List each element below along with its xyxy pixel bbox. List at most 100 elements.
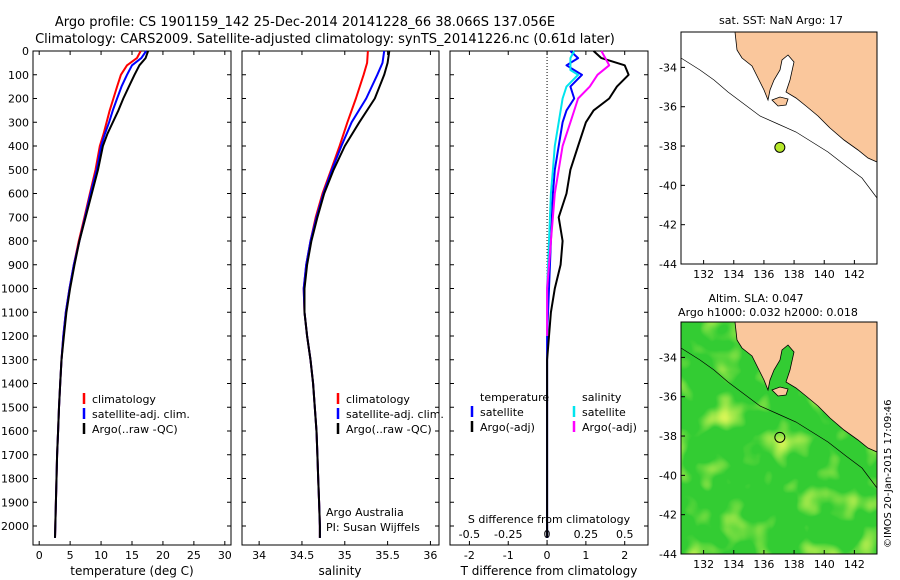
- legend-label-satellite: satellite-adj. clim.: [92, 408, 190, 421]
- sst-map-frame: [680, 31, 878, 265]
- difference-top-xlabel: S difference from climatology: [468, 513, 631, 526]
- figure-title-line1: Argo profile: CS 1901159_142 25-Dec-2014…: [55, 15, 555, 30]
- map-lon-tick-label: 134: [723, 558, 744, 571]
- series-line-argo-raw-qc-: [303, 50, 391, 538]
- series-line-argo-raw-qc-: [54, 50, 150, 538]
- map-lat-tick-label: -36: [659, 101, 677, 114]
- s-difference-tick-label: 0.25: [574, 528, 599, 541]
- s-difference-tick-label: -0.25: [494, 528, 522, 541]
- salinity-xlabel: salinity: [318, 564, 361, 578]
- depth-tick-label: 600: [8, 188, 29, 201]
- sla-map: 132 134 136 138 140 142 -34 -36 -38 -40 -42 -44: [659, 321, 878, 571]
- map-lat-tick-label: -40: [659, 469, 677, 482]
- s-difference-tick-label: 0.5: [616, 528, 634, 541]
- sla-map-title-line2: Argo h1000: 0.032 h2000: 0.018: [678, 306, 858, 319]
- figure-title-line2: Climatology: CARS2009. Satellite-adjuste…: [35, 32, 615, 47]
- depth-tick-label: 1300: [1, 354, 29, 367]
- temperature-panel-frame: [32, 50, 232, 546]
- s-difference-tick-label: -0.5: [459, 528, 480, 541]
- x-tick-label: 25: [187, 549, 201, 562]
- map-lat-tick-label: -38: [659, 430, 677, 443]
- sst-argo-position-marker: [774, 141, 786, 153]
- series-line-temperature-satellite: [546, 50, 583, 538]
- salinity-x-axis: 34 34.5 35 35.5 36: [252, 51, 437, 562]
- series-line-satellite-adj-clim-: [302, 50, 386, 538]
- x-tick-label: 35.5: [375, 549, 400, 562]
- annotation-argo-australia: Argo Australia: [326, 506, 404, 519]
- depth-tick-label: 1400: [1, 378, 29, 391]
- x-tick-label: 20: [156, 549, 170, 562]
- depth-tick-label: 0: [22, 45, 29, 58]
- map-lat-tick-label: -42: [659, 509, 677, 522]
- map-lon-tick-label: 140: [814, 558, 835, 571]
- temperature-legend: climatology satellite-adj. clim. Argo(..…: [82, 393, 190, 436]
- map-lon-tick-label: 136: [753, 268, 774, 281]
- sst-map: 132 134 136 138 140 142 -34 -36 -38 -40 -42 -44: [659, 31, 878, 281]
- legend-heading-salinity: salinity: [582, 391, 622, 404]
- legend-label-temp-satellite: satellite: [480, 406, 524, 419]
- x-tick-label: 36: [423, 549, 437, 562]
- legend-label-temp-argo: Argo(-adj): [480, 421, 535, 434]
- map-lon-tick-label: 142: [844, 558, 865, 571]
- depth-tick-label: 2000: [1, 520, 29, 533]
- x-tick-label: 1: [582, 549, 589, 562]
- legend-label-argo: Argo(..raw -QC): [92, 423, 178, 436]
- x-tick-label: 2: [621, 549, 628, 562]
- depth-tick-label: 400: [8, 140, 29, 153]
- legend-heading-temperature: temperature: [480, 391, 549, 404]
- depth-tick-label: 500: [8, 164, 29, 177]
- depth-tick-label: 1900: [1, 496, 29, 509]
- salinity-legend: climatology satellite-adj. clim. Argo(..…: [336, 393, 444, 436]
- difference-legend: temperature satellite Argo(-adj) salinit…: [470, 391, 637, 434]
- map-lat-tick-label: -36: [659, 391, 677, 404]
- series-line-temperature-argo-adj-: [546, 50, 630, 538]
- annotation-pi: PI: Susan Wijffels: [326, 521, 420, 534]
- map-lon-tick-label: 136: [753, 558, 774, 571]
- map-lat-tick-label: -38: [659, 140, 677, 153]
- x-tick-label: 30: [218, 549, 232, 562]
- legend-label-sal-satellite: satellite: [582, 406, 626, 419]
- sla-map-frame: [680, 321, 878, 555]
- difference-xlabel: T difference from climatology: [460, 564, 638, 578]
- series-line-salinity-argo-adj-: [546, 50, 611, 336]
- depth-tick-label: 1100: [1, 306, 29, 319]
- sla-map-title-line1: Altim. SLA: 0.047: [708, 292, 803, 305]
- sla-map-shelf-contour: [681, 347, 877, 489]
- x-tick-label: 0: [544, 549, 551, 562]
- salinity-series: [302, 50, 391, 538]
- sla-map-axes: 132 134 136 138 140 142 -34 -36 -38 -40 -42 -44: [659, 351, 865, 571]
- legend-label-sal-argo: Argo(-adj): [582, 421, 637, 434]
- depth-tick-label: 700: [8, 211, 29, 224]
- legend-label-climatology: climatology: [92, 393, 156, 406]
- temperature-x-axis: 0 5 10 15 20 25 30: [36, 51, 232, 562]
- depth-tick-label: 800: [8, 235, 29, 248]
- sst-map-land: [734, 31, 878, 163]
- depth-tick-label: 200: [8, 93, 29, 106]
- depth-tick-label: 1000: [1, 283, 29, 296]
- imos-watermark: ©IMOS 20-Jan-2015 17:09:46: [883, 400, 894, 548]
- map-lon-tick-label: 132: [693, 558, 714, 571]
- sst-map-axes: 132 134 136 138 140 142 -34 -36 -38 -40 -42 -44: [659, 61, 865, 281]
- sla-map-land: [734, 322, 877, 453]
- depth-tick-label: 1800: [1, 473, 29, 486]
- map-lat-tick-label: -44: [659, 548, 677, 561]
- x-tick-label: 5: [67, 549, 74, 562]
- salinity-difference-x-axis: -0.5-0.2500.250.5: [459, 528, 634, 541]
- map-lat-tick-label: -34: [659, 351, 677, 364]
- x-tick-label: 15: [125, 549, 139, 562]
- difference-series: [546, 50, 630, 538]
- x-tick-label: 0: [36, 549, 43, 562]
- legend-label-argo: Argo(..raw -QC): [346, 423, 432, 436]
- depth-tick-label: 1200: [1, 330, 29, 343]
- depth-tick-label: 1600: [1, 425, 29, 438]
- sst-map-title: sat. SST: NaN Argo: 17: [719, 14, 843, 27]
- map-lon-tick-label: 142: [844, 268, 865, 281]
- legend-label-climatology: climatology: [346, 393, 410, 406]
- map-lon-tick-label: 138: [784, 558, 805, 571]
- depth-tick-label: 900: [8, 259, 29, 272]
- map-lat-tick-label: -34: [659, 61, 677, 74]
- sst-map-island: [771, 96, 789, 107]
- depth-tick-label: 1500: [1, 401, 29, 414]
- map-lon-tick-label: 134: [723, 268, 744, 281]
